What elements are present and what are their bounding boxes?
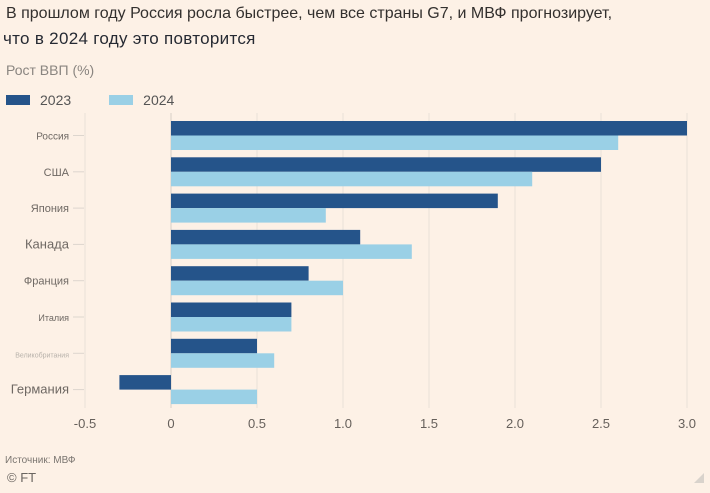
- x-tick-label: -0.5: [74, 416, 96, 431]
- legend-label-2024: 2024: [143, 92, 175, 108]
- category-label: Германия: [11, 382, 69, 397]
- legend-label-2023: 2023: [40, 92, 72, 108]
- y-axis-label: Рост ВВП (%): [6, 62, 95, 78]
- x-tick-label: 0.5: [248, 416, 266, 431]
- category-label: Россия: [36, 132, 69, 143]
- category-label: Канада: [25, 236, 70, 251]
- bar-2023-Германия: [119, 375, 171, 390]
- bar-2023-Россия: [171, 121, 687, 136]
- x-tick-label: 2.5: [592, 416, 610, 431]
- category-label: США: [44, 167, 70, 179]
- x-tick-label: 1.5: [420, 416, 438, 431]
- bar-2023-Канада: [171, 229, 361, 245]
- bar-2023-Великобритания: [171, 338, 257, 354]
- copyright: © FT: [7, 470, 37, 485]
- x-tick-label: 3.0: [678, 416, 696, 431]
- bar-2024-Россия: [171, 135, 619, 150]
- category-label: Франция: [24, 276, 69, 288]
- bar-2024-Германия: [171, 389, 257, 405]
- legend-item-2024: 2024: [109, 92, 174, 108]
- chart-title: В прошлом году Россия росла быстрее, чем…: [6, 5, 613, 22]
- bar-2023-Франция: [171, 266, 309, 281]
- legend-swatch-2023: [6, 95, 30, 105]
- x-tick-label: 0: [167, 416, 174, 431]
- bar-2024-США: [171, 171, 533, 187]
- legend: 2023 2024: [6, 92, 212, 108]
- category-label: Великобритания: [15, 351, 69, 359]
- bar-2024-Франция: [171, 280, 343, 296]
- category-label: Италия: [38, 313, 69, 323]
- x-tick-label: 1.0: [334, 416, 352, 431]
- bar-2023-Италия: [171, 302, 292, 317]
- bar-2024-Италия: [171, 317, 292, 332]
- bar-2023-Япония: [171, 193, 498, 209]
- bar-2023-США: [171, 157, 601, 172]
- source-note: Источник: МВФ: [5, 455, 76, 466]
- bar-2024-Великобритания: [171, 353, 275, 368]
- resize-handle-icon[interactable]: [694, 473, 704, 483]
- x-tick-label: 2.0: [506, 416, 524, 431]
- legend-swatch-2024: [109, 95, 134, 105]
- bar-2024-Япония: [171, 208, 326, 223]
- category-label: Япония: [31, 203, 69, 215]
- chart-subtitle: что в 2024 году это повторится: [3, 29, 256, 48]
- bar-2024-Канада: [171, 244, 412, 259]
- legend-item-2023: 2023: [6, 92, 71, 108]
